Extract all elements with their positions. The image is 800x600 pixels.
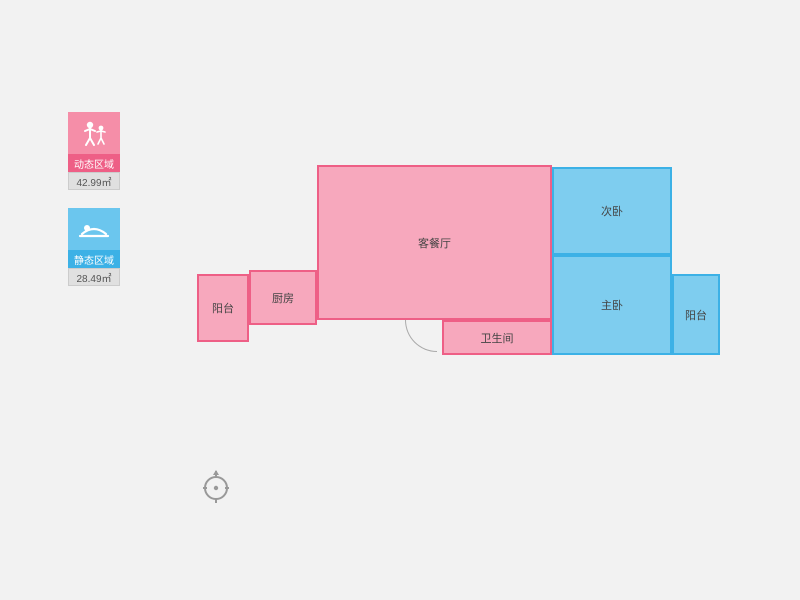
- compass-icon: [198, 468, 234, 504]
- sleep-icon-svg: [78, 218, 110, 240]
- room-label-balcony-l: 阳台: [212, 300, 234, 316]
- compass-svg: [198, 468, 234, 504]
- legend-static-area: 28.49㎡: [68, 268, 120, 286]
- door-arc: [405, 320, 437, 352]
- room-label-kitchen: 厨房: [272, 290, 294, 306]
- room-balcony-r: 阳台: [672, 274, 720, 355]
- room-kitchen: 厨房: [249, 270, 317, 325]
- legend-dynamic-label: 动态区域: [68, 154, 120, 172]
- room-label-bed1: 主卧: [601, 297, 623, 313]
- room-bed1: 主卧: [552, 255, 672, 355]
- room-label-bed2: 次卧: [601, 203, 623, 219]
- room-living: 客餐厅: [317, 165, 552, 320]
- sleep-icon: [68, 208, 120, 250]
- legend-dynamic: 动态区域 42.99㎡: [68, 112, 120, 190]
- room-bathroom: 卫生间: [442, 320, 552, 355]
- room-balcony-l: 阳台: [197, 274, 249, 342]
- room-label-living: 客餐厅: [418, 235, 451, 251]
- people-icon-svg: [79, 120, 109, 146]
- legend-static-label: 静态区域: [68, 250, 120, 268]
- legend-dynamic-area: 42.99㎡: [68, 172, 120, 190]
- people-icon: [68, 112, 120, 154]
- room-entry: [249, 325, 359, 355]
- room-label-bathroom: 卫生间: [481, 330, 514, 346]
- room-bed2: 次卧: [552, 167, 672, 255]
- room-label-balcony-r: 阳台: [685, 307, 707, 323]
- legend-static: 静态区域 28.49㎡: [68, 208, 120, 286]
